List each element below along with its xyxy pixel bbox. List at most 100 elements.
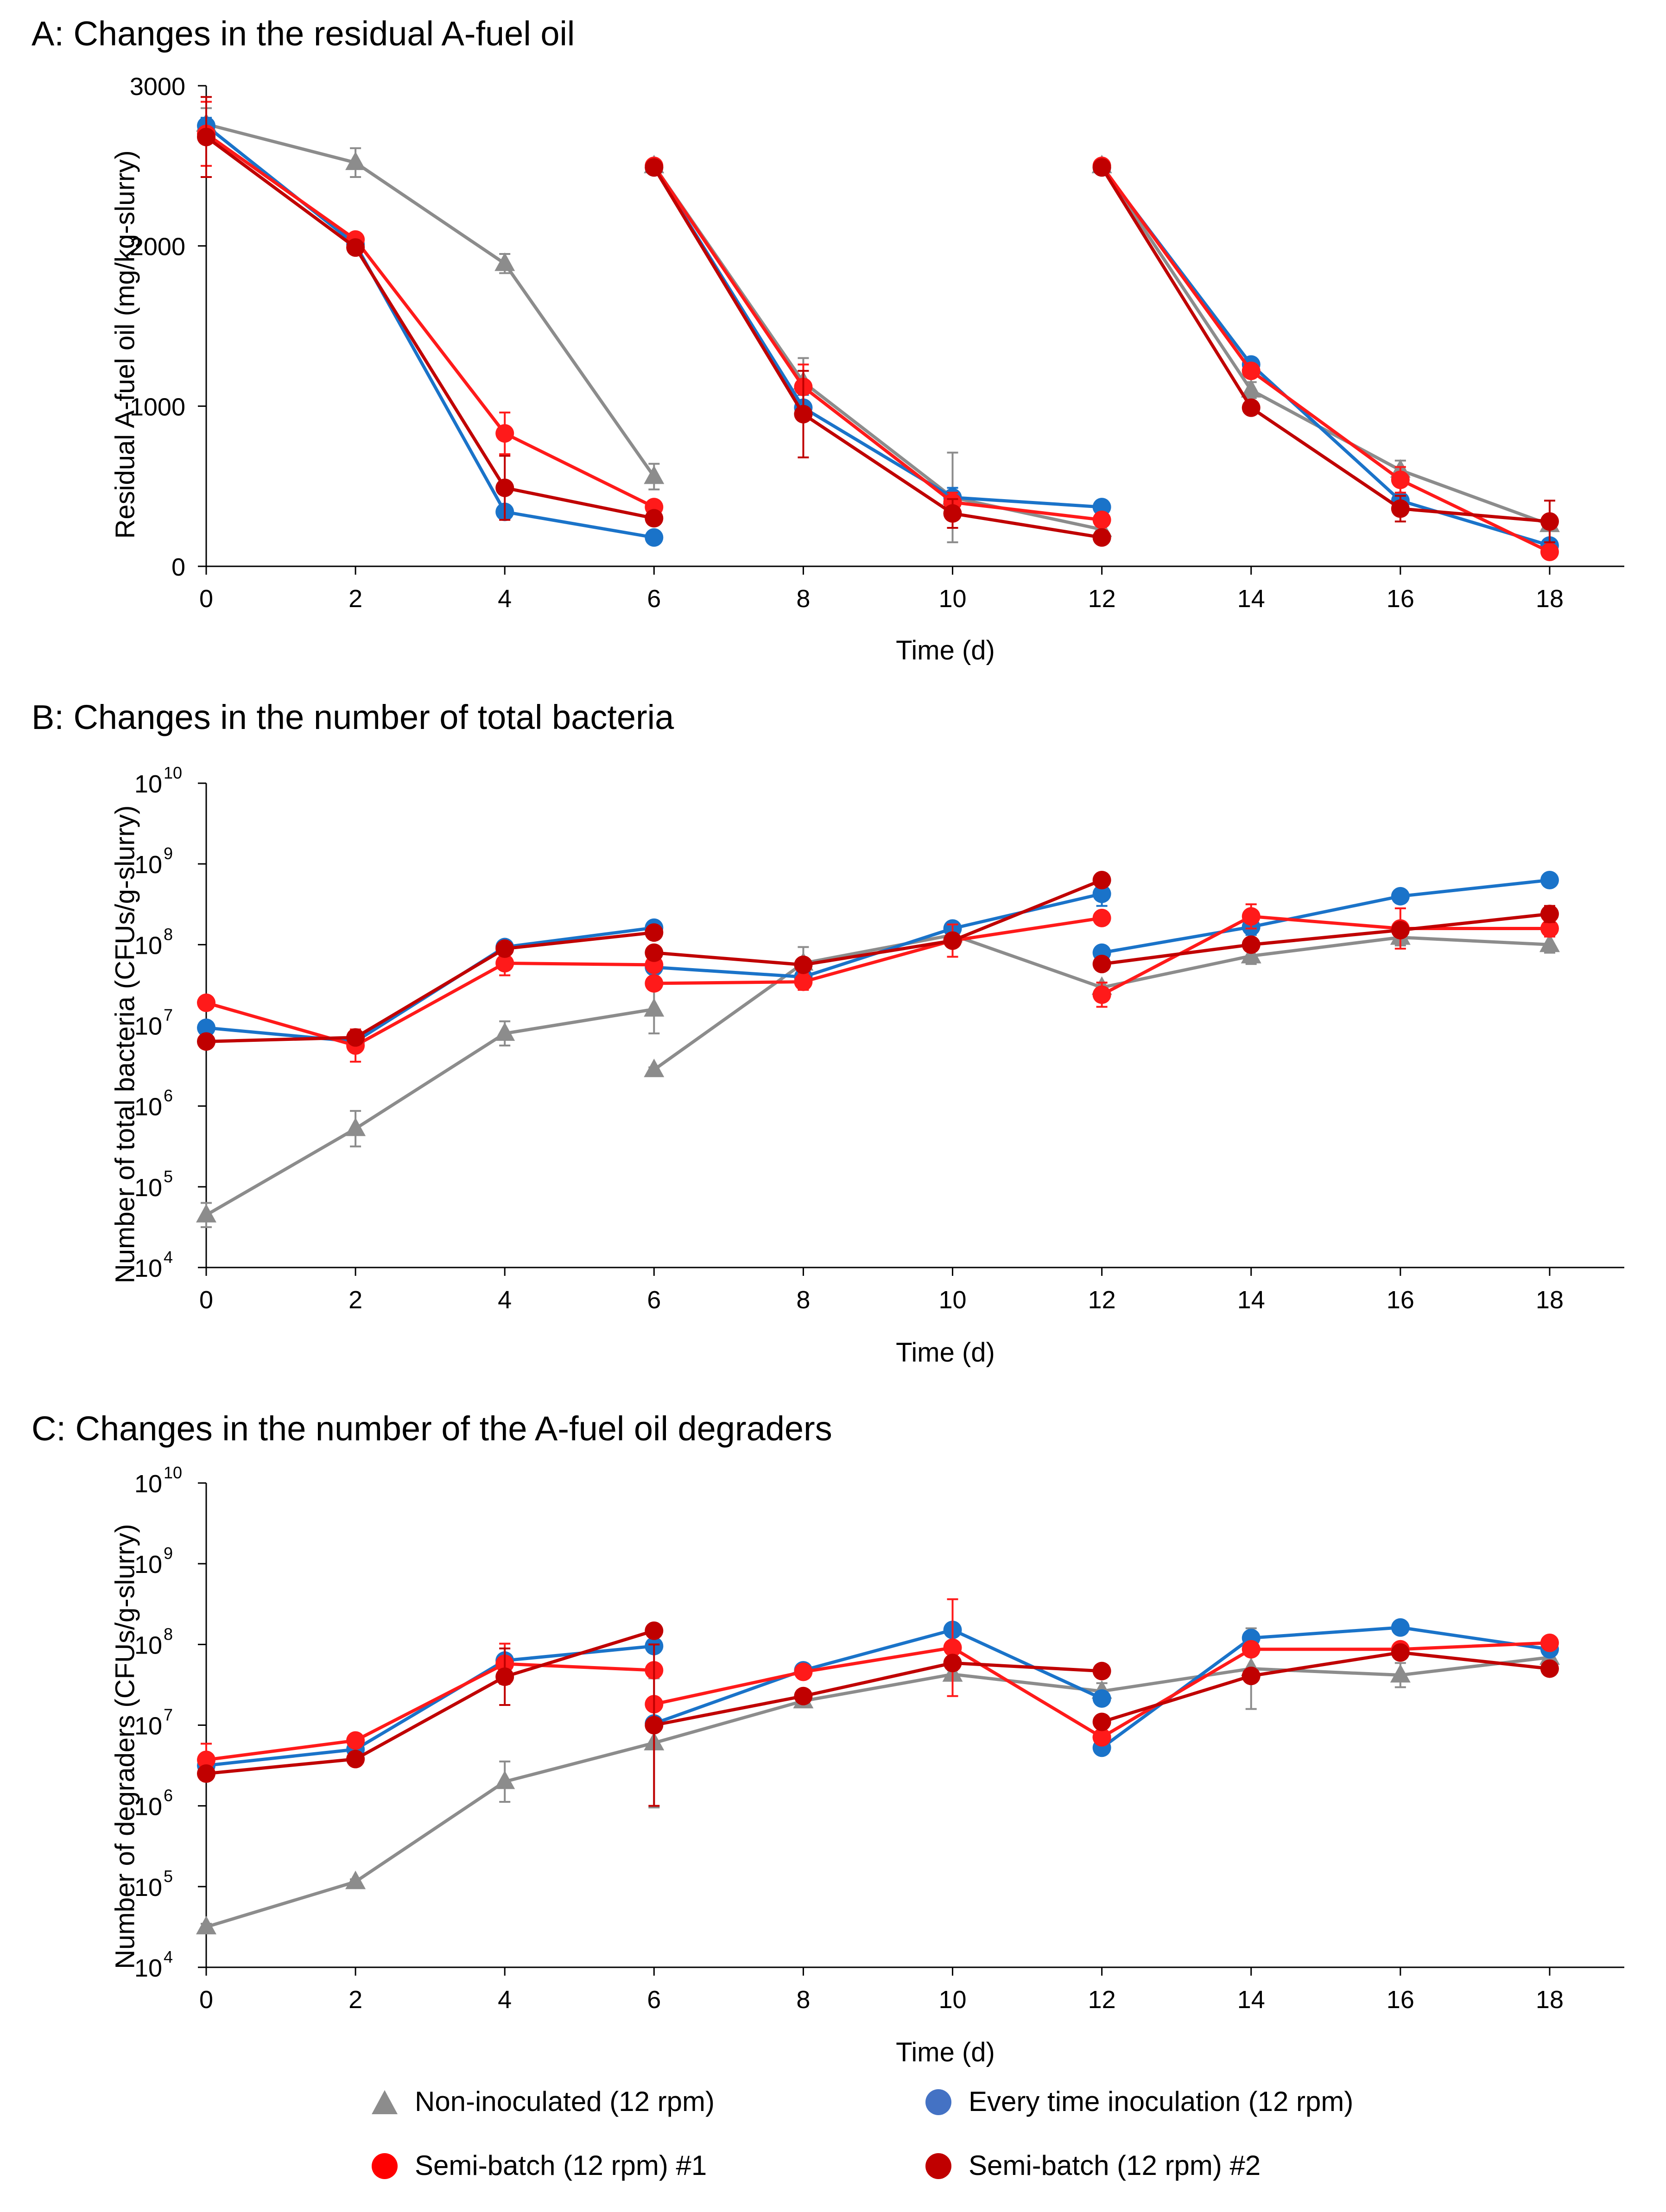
y-tick-exponent: 4 [164,1947,173,1966]
panel-a-x-axis-label: Time (d) [896,635,995,666]
x-tick-label: 8 [796,1286,810,1314]
series-line [206,1629,655,1775]
data-point [1241,944,1261,963]
y-tick-label: 10 [134,1793,162,1821]
data-point [1242,907,1261,926]
circle-marker-icon [925,2089,951,2115]
x-tick-label: 10 [938,1986,966,2014]
y-tick-exponent: 9 [164,1544,173,1563]
x-tick-label: 6 [647,1286,661,1314]
data-point [1242,398,1261,417]
x-tick-label: 6 [647,1986,661,2014]
y-tick-label: 10 [134,851,162,879]
y-tick-exponent: 4 [164,1248,173,1267]
data-point [645,1716,664,1735]
series-line [653,1661,1102,1727]
series-line [654,916,1102,985]
x-tick-label: 0 [199,585,213,613]
series-semi-batch-12-rpm-2 [197,96,1559,547]
y-tick-label: 10 [134,1013,162,1040]
series-line [206,961,654,1047]
data-point [494,1022,515,1041]
y-tick-label: 10 [134,1093,162,1121]
data-point [943,1638,962,1657]
data-point [1092,1712,1111,1731]
data-point [644,465,665,484]
data-point [1092,1728,1111,1747]
data-point [644,998,665,1017]
series-line [205,1655,1550,1929]
data-point [1540,1633,1559,1652]
y-tick-exponent: 8 [164,925,173,944]
series-line [1100,166,1550,523]
y-tick-label: 10 [134,1174,162,1202]
data-point [794,1662,813,1681]
panel-b-title: B: Changes in the number of total bacter… [32,698,674,736]
x-tick-label: 4 [498,1286,512,1314]
series-line [205,132,655,509]
data-point [1092,871,1111,889]
data-point [1242,1667,1261,1686]
data-point [1092,1661,1111,1680]
data-point [495,1667,514,1686]
series-line [652,166,1102,509]
data-point [794,972,813,991]
y-tick-label: 10 [134,1470,162,1498]
data-point [1540,871,1559,889]
data-point [197,1018,215,1037]
y-tick-label: 10 [134,1551,162,1578]
x-tick-label: 14 [1237,585,1265,613]
x-tick-label: 4 [498,1986,512,2014]
data-point [495,939,514,958]
data-point [345,151,366,170]
data-point [794,405,813,424]
data-point [645,528,664,547]
data-point [1390,1664,1411,1683]
y-tick-exponent: 5 [164,1867,173,1886]
legend-label: Semi-batch (12 rpm) #1 [415,2150,707,2181]
data-point [346,1028,365,1047]
data-point [794,1686,813,1705]
series-line [205,1008,654,1217]
series-line [206,1662,654,1762]
data-point [1092,498,1111,517]
x-tick-label: 16 [1387,585,1414,613]
legend: Non-inoculated (12 rpm) Every time inocu… [0,2067,1666,2212]
data-point [645,509,664,528]
series-every-time-inoculation-12-rpm [197,1618,1559,1775]
y-tick-exponent: 8 [164,1624,173,1643]
data-point [1391,499,1410,518]
data-point [346,1731,365,1750]
data-point [1540,919,1559,938]
data-point [644,1058,665,1077]
data-point [197,993,215,1012]
series-semi-batch-12-rpm-2 [197,1621,1559,1807]
series-line [653,1628,1103,1725]
series-line [653,1646,1103,1739]
y-tick-exponent: 5 [164,1167,173,1186]
data-point [346,238,365,257]
x-tick-label: 12 [1088,585,1116,613]
y-tick-label: 10 [134,1954,162,1982]
panel-c-title: C: Changes in the number of the A-fuel o… [32,1409,832,1448]
panel-a-plot: 0 2 4 6 8 10 12 14 16 18 0 1000 2000 3000 [130,73,1624,613]
x-tick-label: 2 [348,585,362,613]
y-tick-label: 2000 [130,233,185,261]
data-point [495,478,514,497]
data-point [1540,512,1559,531]
data-point [345,1117,366,1136]
data-point [1092,1689,1111,1708]
x-tick-label: 10 [938,585,966,613]
x-tick-label: 14 [1237,1286,1265,1314]
data-point [1092,908,1111,927]
x-tick-label: 12 [1088,1986,1116,2014]
data-point [495,424,514,443]
data-point [197,1032,215,1051]
series-line [652,165,1102,522]
data-point [1540,542,1559,561]
y-tick-exponent: 10 [164,1463,182,1482]
y-tick-exponent: 10 [164,763,182,782]
series-line [1102,878,1550,955]
data-point [494,252,515,271]
